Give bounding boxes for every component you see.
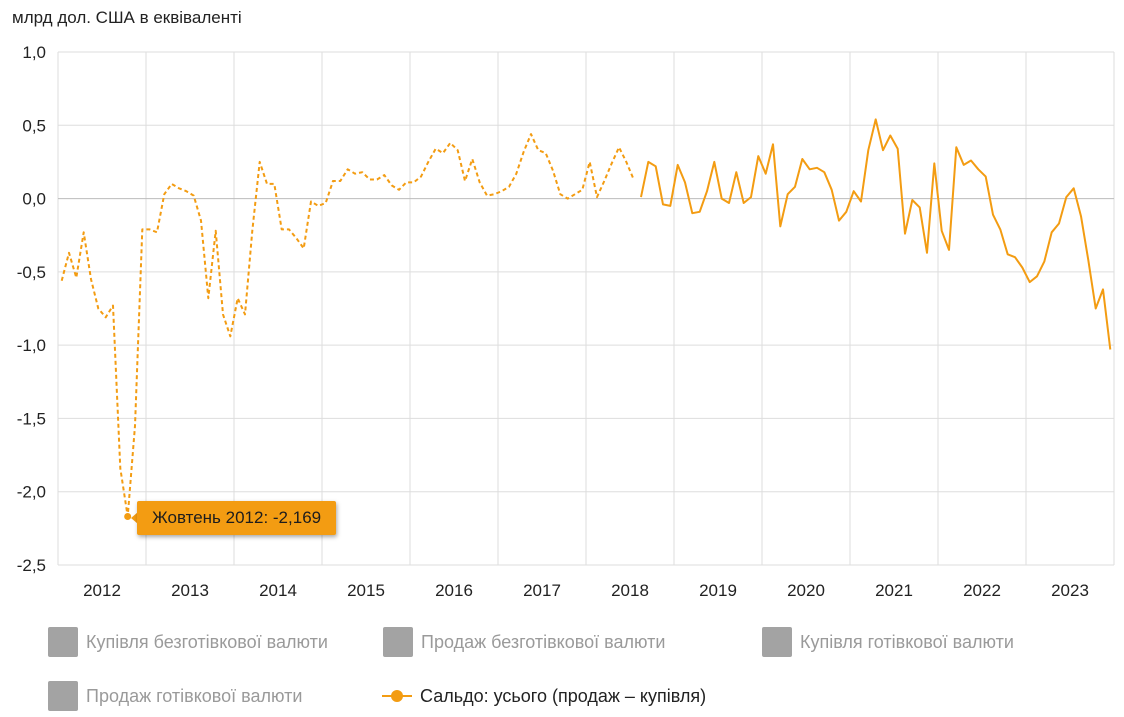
x-tick-label: 2018 — [611, 581, 649, 600]
legend-swatch-icon — [383, 627, 413, 657]
y-tick-label: -0,5 — [17, 263, 46, 282]
y-tick-label: -1,0 — [17, 336, 46, 355]
x-tick-label: 2014 — [259, 581, 297, 600]
legend-line-marker-icon — [382, 681, 412, 711]
data-tooltip: Жовтень 2012: -2,169 — [137, 501, 337, 535]
legend-item-cashless-sale[interactable]: Продаж безготівкової валюти — [383, 627, 665, 657]
legend-label: Продаж безготівкової валюти — [421, 631, 666, 652]
legend-swatch-icon — [48, 681, 78, 711]
x-tick-label: 2012 — [83, 581, 121, 600]
x-tick-label: 2013 — [171, 581, 209, 600]
unit-label: млрд дол. США в еквіваленті — [12, 8, 242, 27]
legend-label: Купівля безготівкової валюти — [86, 631, 328, 652]
legend-item-balance-total[interactable]: Сальдо: усього (продаж – купівля) — [382, 681, 706, 711]
y-tick-label: 1,0 — [22, 43, 46, 62]
legend-label: Продаж готівкової валюти — [86, 685, 303, 706]
y-tick-label: -2,0 — [17, 483, 46, 502]
legend-item-cashless-purchase[interactable]: Купівля безготівкової валюти — [48, 627, 328, 657]
x-tick-label: 2016 — [435, 581, 473, 600]
series-line-dashed — [60, 133, 635, 518]
legend-item-cash-sale[interactable]: Продаж готівкової валюти — [48, 681, 302, 711]
x-tick-label: 2023 — [1051, 581, 1089, 600]
x-tick-label: 2017 — [523, 581, 561, 600]
y-tick-label: -1,5 — [17, 409, 46, 428]
x-tick-label: 2019 — [699, 581, 737, 600]
y-tick-label: 0,5 — [22, 116, 46, 135]
x-tick-label: 2021 — [875, 581, 913, 600]
legend-label: Купівля готівкової валюти — [800, 631, 1014, 652]
legend-swatch-icon — [762, 627, 792, 657]
chart-plot: 1,0 0,5 0,0 -0,5 -1,0 -1,5 -2,0 -2,5 2012 2013 201… — [17, 43, 1115, 600]
legend-swatch-icon — [48, 627, 78, 657]
series-line-solid — [640, 118, 1112, 350]
x-tick-label: 2015 — [347, 581, 385, 600]
x-tick-label: 2022 — [963, 581, 1001, 600]
tooltip-arrow — [131, 512, 138, 524]
legend-item-cash-purchase[interactable]: Купівля готівкової валюти — [762, 627, 1014, 657]
x-tick-label: 2020 — [787, 581, 825, 600]
y-tick-label: -2,5 — [17, 556, 46, 575]
legend-label: Сальдо: усього (продаж – купівля) — [420, 685, 707, 706]
y-tick-label: 0,0 — [22, 190, 46, 209]
